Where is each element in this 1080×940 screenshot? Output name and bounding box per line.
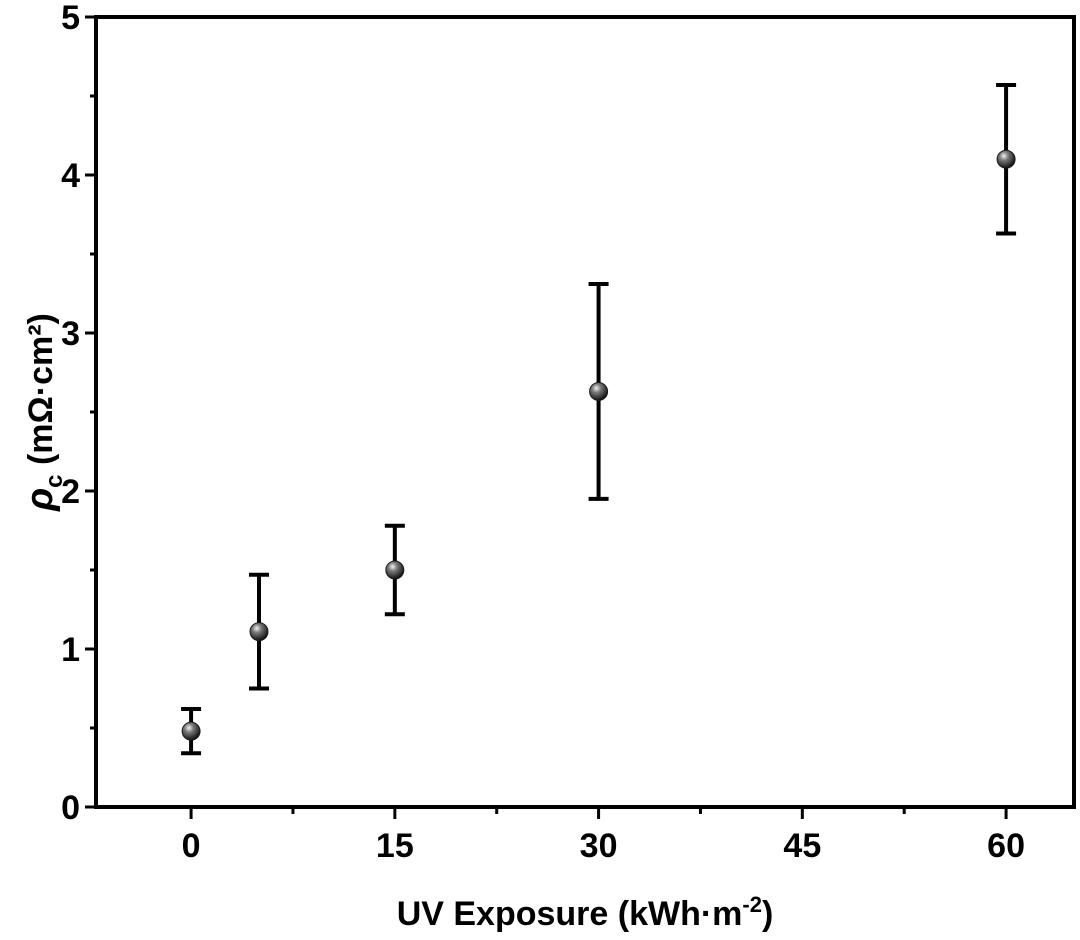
data-point (589, 381, 609, 401)
y-tick-label: 5 (61, 0, 80, 37)
y-tick-label: 3 (61, 315, 80, 353)
y-axis-title-symbol: ρ (19, 488, 61, 512)
data-markers (181, 149, 1016, 741)
x-tick-label: 30 (580, 827, 618, 865)
y-tick-label: 1 (61, 631, 80, 669)
data-point (385, 560, 405, 580)
x-axis-title-sup: -2 (742, 892, 762, 917)
y-axis-title-rest: (mΩ·cm²) (22, 313, 60, 474)
x-tick-label: 45 (783, 827, 821, 865)
x-tick-label: 0 (182, 827, 201, 865)
minor-ticks (90, 94, 906, 814)
x-tick-label: 15 (376, 827, 414, 865)
y-axis-title-sub: c (41, 475, 68, 488)
x-axis-title-close: ) (762, 895, 773, 933)
major-ticks (85, 15, 1008, 819)
x-axis-title: UV Exposure (kWh·m-2) (397, 892, 774, 933)
x-axis-title-main: UV Exposure (kWh·m (397, 895, 743, 933)
data-point (996, 149, 1016, 169)
x-tick-label: 60 (987, 827, 1025, 865)
error-bars (181, 82, 1017, 756)
y-tick-label: 2 (61, 473, 80, 511)
data-point (181, 721, 201, 741)
y-tick-label: 0 (61, 789, 80, 827)
y-axis-title: ρc (mΩ·cm²) (19, 313, 68, 512)
plot-frame (94, 15, 1076, 809)
y-tick-label: 4 (61, 157, 80, 195)
data-point (249, 622, 269, 642)
